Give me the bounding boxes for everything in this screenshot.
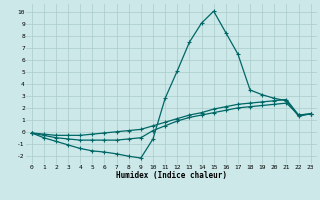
X-axis label: Humidex (Indice chaleur): Humidex (Indice chaleur) bbox=[116, 171, 227, 180]
